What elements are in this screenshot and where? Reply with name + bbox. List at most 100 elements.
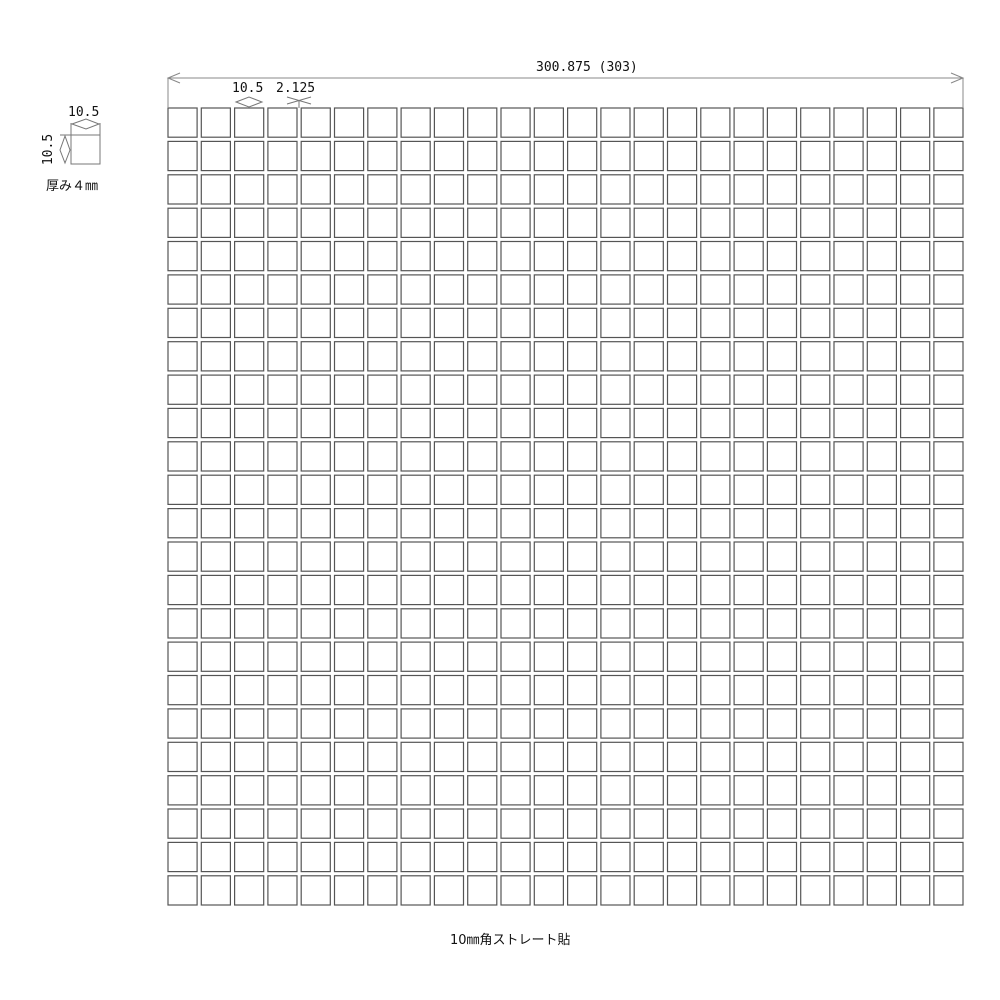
tile	[700, 374, 731, 405]
tile	[566, 508, 598, 539]
tile	[899, 608, 931, 639]
tile	[800, 508, 831, 539]
tile	[566, 841, 598, 873]
tile	[933, 875, 964, 906]
tile	[234, 641, 265, 672]
tile	[300, 741, 331, 773]
tile	[700, 808, 731, 839]
tile	[566, 341, 598, 372]
tile	[467, 541, 498, 572]
tile	[666, 374, 698, 405]
tile	[933, 474, 964, 506]
tile	[666, 708, 698, 739]
tile	[234, 741, 265, 773]
tile	[467, 140, 498, 172]
tile	[234, 775, 265, 806]
tile	[866, 407, 897, 439]
tile	[167, 641, 198, 672]
tile	[167, 374, 198, 405]
tile	[833, 374, 864, 405]
tile	[533, 608, 564, 639]
tile	[666, 474, 698, 506]
tile	[833, 541, 864, 572]
tile	[533, 708, 564, 739]
tile	[500, 107, 531, 138]
tile	[300, 140, 331, 172]
tile	[433, 441, 465, 472]
tile	[800, 674, 831, 706]
tile	[600, 841, 631, 873]
tile	[666, 875, 698, 906]
tile	[333, 274, 365, 305]
tile	[899, 775, 931, 806]
tile	[899, 674, 931, 706]
tile	[600, 441, 631, 472]
tile	[899, 741, 931, 773]
tile	[234, 541, 265, 572]
tile	[467, 808, 498, 839]
tile	[367, 407, 398, 439]
tile	[733, 107, 764, 138]
tile	[333, 875, 365, 906]
tile	[200, 674, 232, 706]
tile	[300, 374, 331, 405]
tile	[766, 140, 798, 172]
tile	[933, 207, 964, 238]
tile	[899, 140, 931, 172]
tile	[600, 775, 631, 806]
tile	[267, 274, 298, 305]
tile	[300, 508, 331, 539]
tile	[400, 875, 431, 906]
tile	[200, 775, 232, 806]
tile	[833, 207, 864, 238]
tile	[733, 508, 764, 539]
tile	[800, 875, 831, 906]
tile	[899, 508, 931, 539]
tile	[533, 641, 564, 672]
tile	[433, 307, 465, 339]
tile	[533, 541, 564, 572]
tile	[733, 407, 764, 439]
tile	[700, 841, 731, 873]
tile	[433, 641, 465, 672]
tile	[899, 207, 931, 238]
tile	[766, 107, 798, 138]
tile	[234, 407, 265, 439]
tile	[400, 174, 431, 205]
tile	[866, 708, 897, 739]
tile	[167, 541, 198, 572]
tile	[400, 641, 431, 672]
tile	[333, 708, 365, 739]
tile	[666, 541, 698, 572]
tile	[533, 441, 564, 472]
tile	[433, 407, 465, 439]
tile	[700, 307, 731, 339]
tile	[833, 307, 864, 339]
tile	[866, 775, 897, 806]
tile	[533, 775, 564, 806]
tile	[600, 674, 631, 706]
tile	[333, 508, 365, 539]
tile	[333, 741, 365, 773]
tile	[333, 808, 365, 839]
tile	[200, 608, 232, 639]
tile	[600, 474, 631, 506]
tile	[167, 841, 198, 873]
tile	[833, 741, 864, 773]
tile	[200, 140, 232, 172]
tile	[800, 841, 831, 873]
tile	[167, 775, 198, 806]
tile	[933, 107, 964, 138]
tile	[633, 674, 664, 706]
tile-grid	[167, 107, 964, 906]
tile	[800, 174, 831, 205]
tile	[267, 641, 298, 672]
tile	[400, 508, 431, 539]
tile	[700, 608, 731, 639]
tile	[500, 207, 531, 238]
tile	[467, 875, 498, 906]
tile	[500, 407, 531, 439]
tile	[833, 474, 864, 506]
tile	[800, 741, 831, 773]
tile	[899, 307, 931, 339]
